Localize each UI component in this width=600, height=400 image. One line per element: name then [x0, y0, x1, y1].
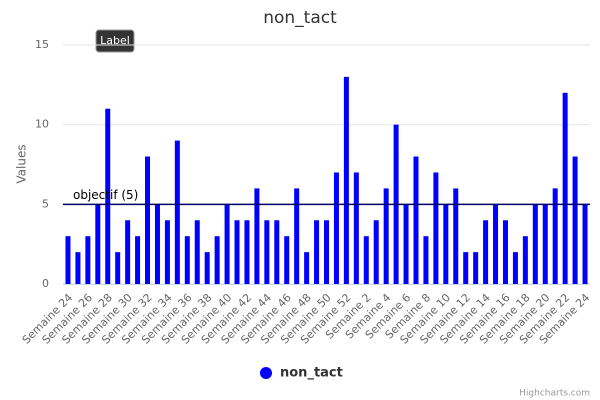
bar: [443, 204, 449, 284]
y-tick-label: 0: [42, 277, 49, 290]
bar: [125, 220, 131, 284]
y-axis-title: Values: [15, 144, 29, 183]
bar: [383, 188, 389, 284]
bar: [463, 252, 469, 284]
bar: [353, 172, 359, 284]
plot-line-label: objectif (5): [73, 188, 138, 202]
bar: [174, 140, 180, 284]
annotation: Label: [100, 34, 130, 47]
bar: [244, 220, 250, 284]
bar: [214, 236, 220, 284]
bar: [284, 236, 290, 284]
bar: [254, 188, 260, 284]
bar: [423, 236, 429, 284]
legend-symbol[interactable]: [260, 367, 272, 379]
legend-label[interactable]: non_tact: [280, 366, 343, 381]
bar: [224, 204, 230, 284]
bar: [264, 220, 270, 284]
bar: [154, 204, 160, 284]
bar: [135, 236, 141, 284]
bar: [184, 236, 190, 284]
bar: [314, 220, 320, 284]
bar: [234, 220, 240, 284]
bar: [95, 204, 101, 284]
bar: [453, 188, 459, 284]
bar: [542, 204, 548, 284]
bar: [333, 172, 339, 284]
bar: [522, 236, 528, 284]
bar: [363, 236, 369, 284]
bar: [403, 204, 409, 284]
bar: [164, 220, 170, 284]
bar: [65, 236, 71, 284]
bar: [204, 252, 210, 284]
bar: [373, 220, 379, 284]
y-tick-label: 5: [42, 197, 49, 210]
bar: [194, 220, 200, 284]
bar: [85, 236, 91, 284]
bar: [473, 252, 479, 284]
bar: [274, 220, 280, 284]
bar: [105, 108, 111, 284]
bar: [413, 156, 419, 284]
bar: [502, 220, 508, 284]
y-tick-label: 15: [35, 38, 49, 51]
bar: [493, 204, 499, 284]
chart-title: non_tact: [263, 8, 337, 28]
bar: [532, 204, 538, 284]
bar: [324, 220, 329, 284]
bar: [304, 252, 310, 284]
bar: [483, 220, 489, 284]
bar: [572, 156, 578, 284]
bar: [294, 188, 300, 284]
bar: [562, 92, 568, 284]
bar: [145, 156, 151, 284]
bar: [552, 188, 558, 284]
bar: [115, 252, 121, 284]
annotation-box: [95, 29, 135, 53]
credits[interactable]: Highcharts.com: [519, 389, 590, 399]
bar: [343, 76, 349, 284]
bar: [512, 252, 518, 284]
bar: [582, 204, 588, 284]
bar: [433, 172, 439, 284]
bar: [75, 252, 81, 284]
y-tick-label: 10: [35, 118, 49, 131]
